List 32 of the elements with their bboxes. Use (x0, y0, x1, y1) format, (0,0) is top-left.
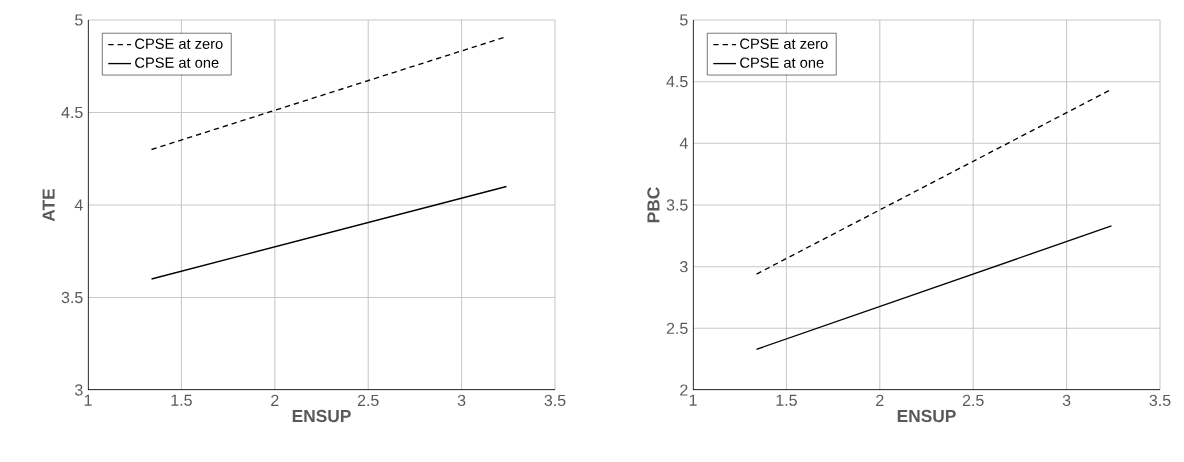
y-tick-label: 2 (680, 384, 688, 396)
x-axis-title: ENSUP (292, 409, 351, 423)
legend-label: CPSE at zero (740, 38, 828, 49)
x-tick-label: 2.5 (962, 394, 984, 407)
y-tick-label: 5 (680, 14, 688, 26)
x-tick-label: 3 (457, 394, 466, 407)
x-tick-label: 2 (876, 394, 884, 406)
legend-label: CPSE at one (740, 57, 824, 68)
x-tick-label: 1.5 (776, 394, 797, 406)
y-tick-label: 3 (680, 261, 688, 273)
y-tick-label: 3.5 (61, 291, 83, 304)
x-tick-label: 3.5 (1149, 394, 1171, 407)
y-tick-label: 4.5 (61, 106, 83, 119)
y-tick-label: 3 (75, 384, 83, 396)
y-tick-label: 5 (75, 14, 83, 26)
x-axis-title: ENSUP (897, 409, 956, 423)
y-axis-title: ATE (42, 188, 55, 222)
x-tick-label: 2.5 (357, 394, 379, 407)
y-tick-label: 4.5 (666, 76, 688, 88)
x-tick-label: 1.5 (171, 394, 192, 406)
y-tick-label: 4 (74, 199, 83, 211)
y-axis-title: PBC (647, 187, 660, 223)
x-tick-label: 3.5 (544, 394, 566, 407)
y-tick-label: 3.5 (666, 199, 688, 211)
x-tick-label: 3 (1062, 394, 1071, 407)
y-tick-label: 2.5 (666, 322, 688, 334)
legend-label: CPSE at zero (135, 38, 223, 49)
x-tick-label: 1 (84, 394, 92, 406)
y-tick-label: 4 (679, 137, 688, 149)
x-tick-label: 1 (689, 394, 697, 406)
x-tick-label: 2 (271, 394, 279, 406)
legend-label: CPSE at one (135, 57, 219, 68)
